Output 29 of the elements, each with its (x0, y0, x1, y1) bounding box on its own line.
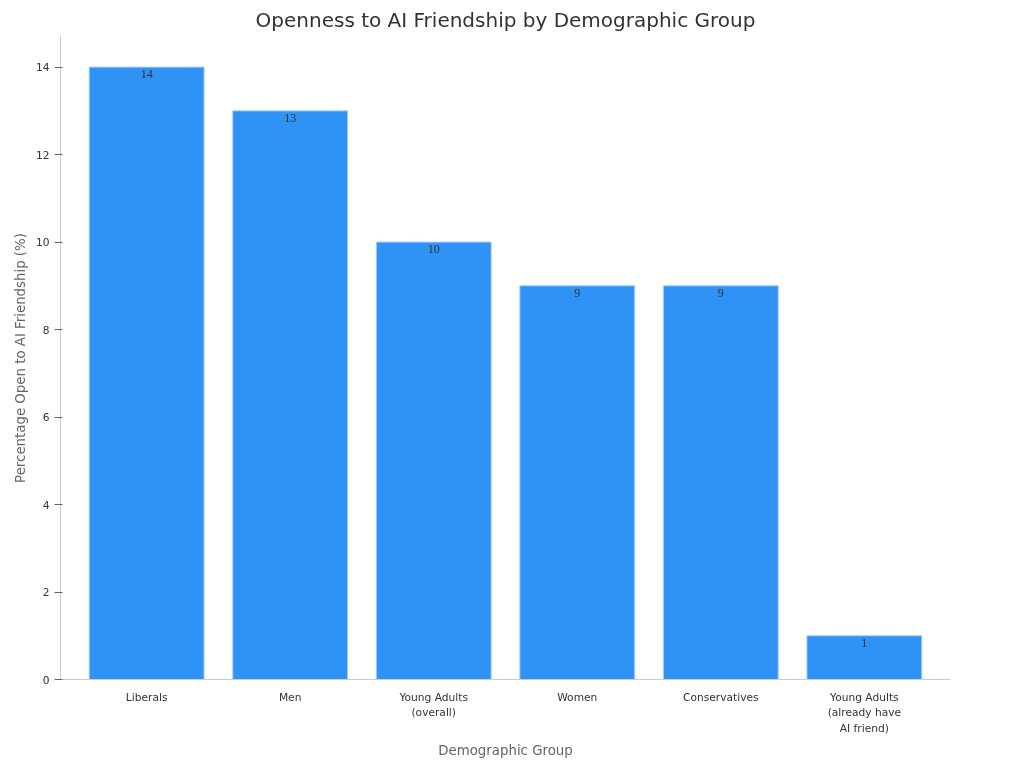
y-tick-label: 6 (42, 411, 50, 425)
bar (232, 110, 349, 680)
x-tick-label: Liberals (125, 690, 168, 704)
y-tick-label: 12 (35, 148, 50, 162)
bar (88, 66, 205, 680)
y-axis-title: Percentage Open to AI Friendship (%) (12, 233, 28, 483)
x-tick-label: Women (557, 690, 598, 704)
data-label: 9 (574, 285, 581, 300)
y-tick-label: 0 (42, 673, 50, 687)
data-label: 1 (861, 635, 868, 650)
x-tick-label: Conservatives (683, 690, 760, 704)
bar (375, 241, 492, 680)
x-tick-label: Young Adults (already have AI friend) (827, 690, 902, 735)
data-label: 14 (140, 67, 153, 82)
bar (519, 285, 636, 680)
data-label: 13 (284, 110, 297, 125)
y-tick-label: 8 (42, 323, 50, 337)
y-tick-label: 14 (35, 61, 50, 75)
y-tick-label: 10 (35, 236, 50, 250)
bar (662, 285, 779, 680)
bar (806, 635, 923, 680)
chart-title: Openness to AI Friendship by Demographic Group (255, 7, 756, 32)
data-label: 9 (717, 285, 724, 300)
x-tick-label: Young Adults (overall) (398, 690, 469, 720)
x-axis-title: Demographic Group (438, 742, 573, 758)
y-tick-label: 2 (42, 586, 50, 600)
y-tick-label: 4 (42, 498, 50, 512)
x-tick-label: Men (278, 690, 302, 704)
data-label: 10 (427, 242, 440, 257)
